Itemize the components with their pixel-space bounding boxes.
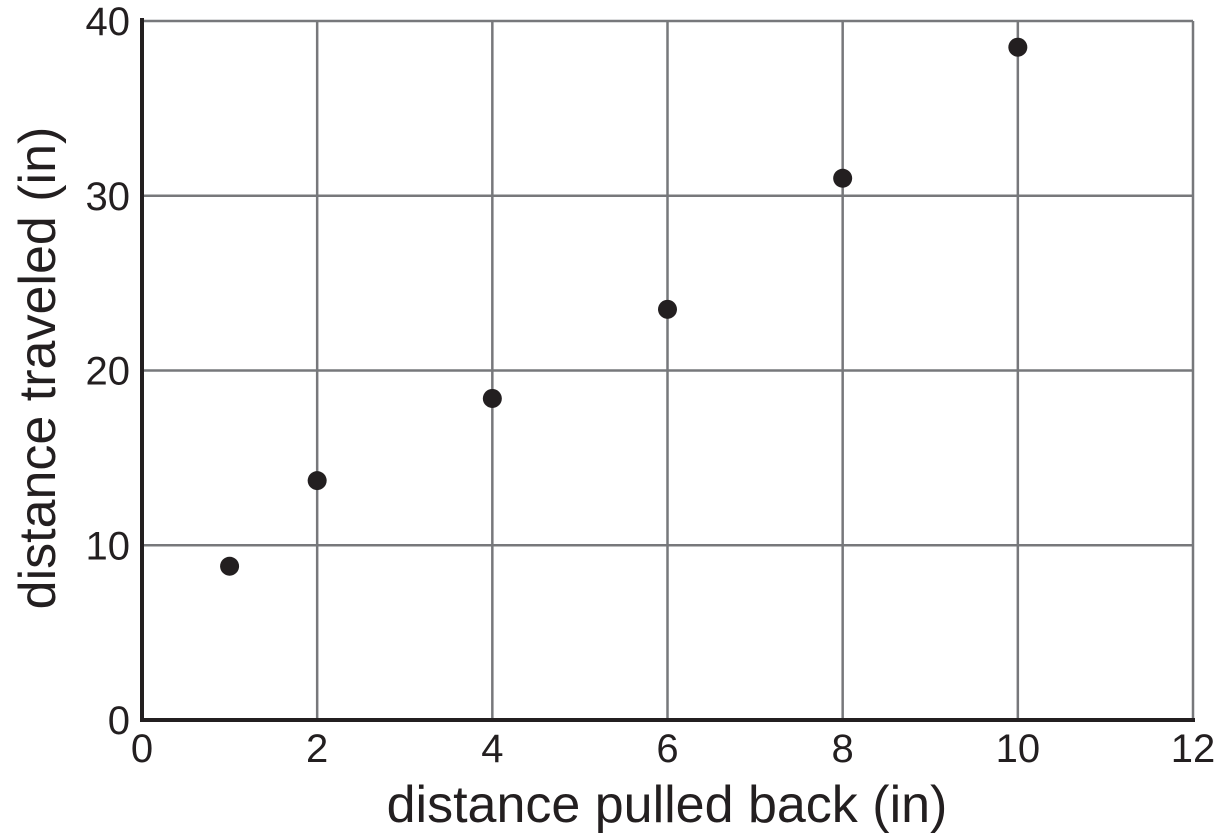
x-tick-label: 12 <box>1171 727 1215 771</box>
data-point <box>307 471 327 491</box>
data-points <box>220 37 1028 576</box>
y-tick-label: 30 <box>86 175 131 219</box>
x-tick-label: 10 <box>996 727 1041 771</box>
x-tick-label: 6 <box>656 727 678 771</box>
x-axis-title: distance pulled back (in) <box>387 776 948 834</box>
data-point <box>658 299 677 319</box>
y-tick-label: 40 <box>86 0 131 44</box>
y-tick-label: 0 <box>108 699 130 743</box>
data-point <box>833 168 853 188</box>
gridlines <box>142 19 1195 720</box>
data-point <box>1008 37 1028 57</box>
tick-labels: 0 2 4 6 8 10 12 0 10 20 30 40 <box>86 0 1215 771</box>
x-tick-label: 0 <box>131 727 153 771</box>
y-axis-title: distance traveled (in) <box>9 127 67 610</box>
data-point <box>482 388 502 408</box>
x-tick-label: 8 <box>832 727 854 771</box>
axes <box>140 18 1195 722</box>
x-tick-label: 4 <box>481 727 503 771</box>
y-tick-label: 10 <box>86 524 131 568</box>
x-tick-label: 2 <box>306 727 328 771</box>
data-point <box>220 556 240 576</box>
y-tick-label: 20 <box>86 350 131 394</box>
